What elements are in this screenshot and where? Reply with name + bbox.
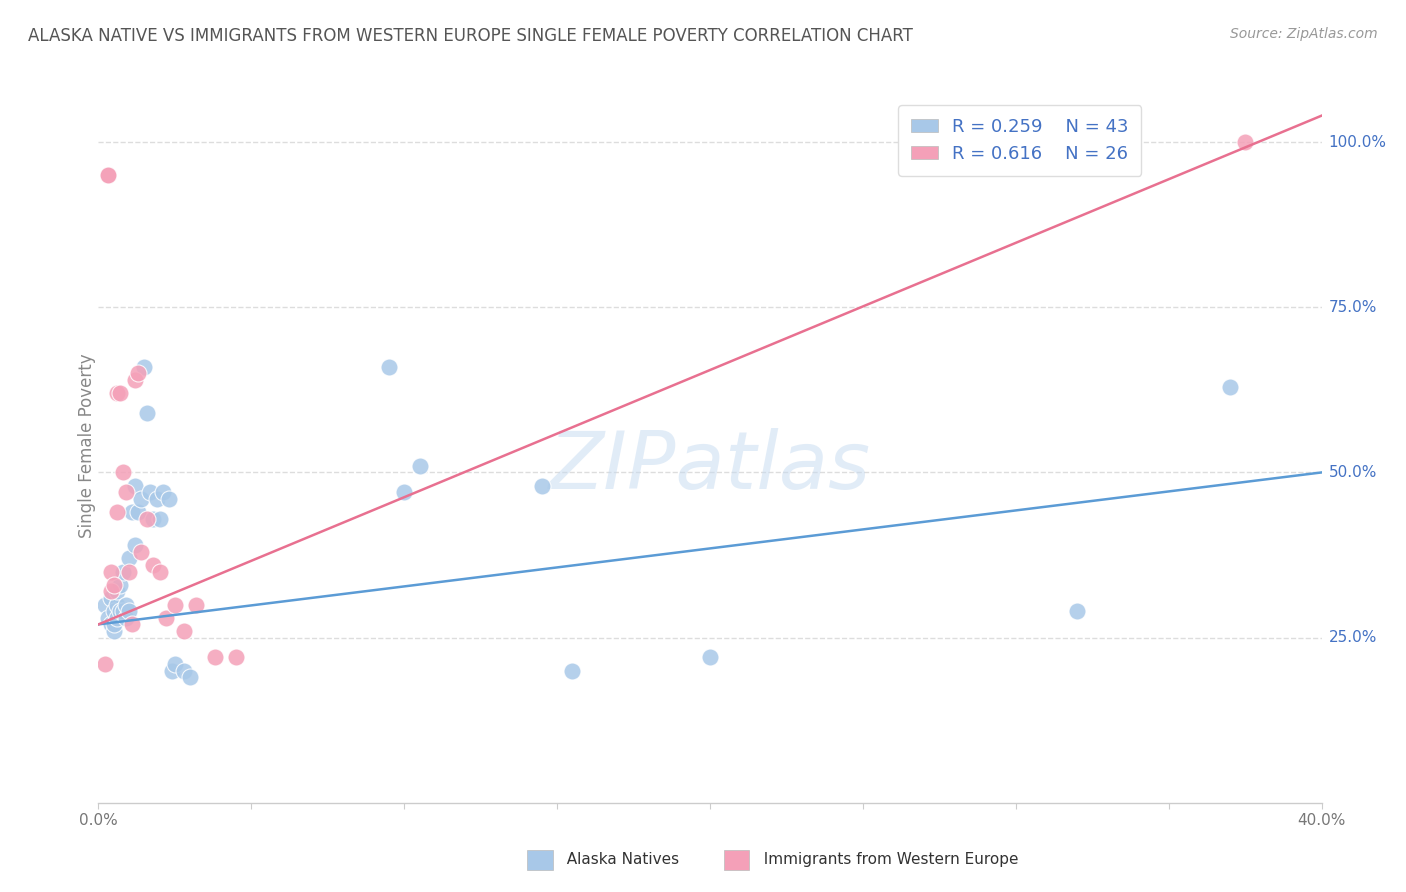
Point <box>173 624 195 638</box>
Point <box>127 505 149 519</box>
Point <box>97 168 120 182</box>
Point <box>1219 379 1241 393</box>
Point <box>136 511 159 525</box>
Point <box>163 598 186 612</box>
Text: Source: ZipAtlas.com: Source: ZipAtlas.com <box>1230 27 1378 41</box>
Point <box>408 458 430 473</box>
Point <box>378 359 401 374</box>
Text: Immigrants from Western Europe: Immigrants from Western Europe <box>754 853 1018 867</box>
Point <box>136 406 159 420</box>
Point <box>111 466 134 480</box>
Point <box>100 565 122 579</box>
Point <box>204 650 226 665</box>
Point <box>392 485 416 500</box>
Point <box>121 505 143 519</box>
Point <box>100 617 122 632</box>
Point <box>1234 135 1257 149</box>
Point <box>108 604 131 618</box>
Point <box>103 624 125 638</box>
Point <box>105 505 128 519</box>
Point <box>108 386 131 401</box>
Point <box>179 670 201 684</box>
Point <box>100 591 122 605</box>
Point <box>225 650 247 665</box>
Y-axis label: Single Female Poverty: Single Female Poverty <box>79 354 96 538</box>
Point <box>530 478 553 492</box>
Point <box>115 611 138 625</box>
Text: 50.0%: 50.0% <box>1329 465 1376 480</box>
Point <box>93 657 115 671</box>
Point <box>124 538 146 552</box>
Point <box>145 491 167 506</box>
Point <box>142 511 165 525</box>
Point <box>142 558 165 572</box>
Point <box>129 545 152 559</box>
Point <box>115 485 138 500</box>
Point <box>699 650 721 665</box>
Point <box>100 584 122 599</box>
Point <box>152 485 174 500</box>
Point <box>139 485 162 500</box>
Point <box>121 617 143 632</box>
Point <box>157 491 180 506</box>
Point <box>124 478 146 492</box>
Point <box>186 598 208 612</box>
Point <box>173 664 195 678</box>
Point <box>105 386 128 401</box>
Point <box>134 359 156 374</box>
Point <box>160 664 183 678</box>
Point <box>105 584 128 599</box>
Point <box>103 617 125 632</box>
Point <box>111 565 134 579</box>
Point <box>97 611 120 625</box>
Point <box>163 657 186 671</box>
Point <box>115 598 138 612</box>
Point <box>155 611 177 625</box>
Point <box>103 604 125 618</box>
Point <box>124 373 146 387</box>
Point <box>93 598 115 612</box>
Text: ZIPatlas: ZIPatlas <box>548 428 872 507</box>
Text: ALASKA NATIVE VS IMMIGRANTS FROM WESTERN EUROPE SINGLE FEMALE POVERTY CORRELATIO: ALASKA NATIVE VS IMMIGRANTS FROM WESTERN… <box>28 27 912 45</box>
Point <box>127 367 149 381</box>
Point <box>105 598 128 612</box>
Point <box>129 491 152 506</box>
Point <box>118 551 141 566</box>
Text: 75.0%: 75.0% <box>1329 300 1376 315</box>
Point <box>149 565 172 579</box>
Text: 25.0%: 25.0% <box>1329 630 1376 645</box>
Point <box>1066 604 1088 618</box>
Point <box>105 611 128 625</box>
Text: Alaska Natives: Alaska Natives <box>557 853 679 867</box>
Point <box>561 664 583 678</box>
Point <box>97 168 120 182</box>
Point <box>118 604 141 618</box>
Text: 100.0%: 100.0% <box>1329 135 1386 150</box>
Point <box>118 565 141 579</box>
Point <box>149 511 172 525</box>
Point <box>103 578 125 592</box>
Legend: R = 0.259    N = 43, R = 0.616    N = 26: R = 0.259 N = 43, R = 0.616 N = 26 <box>898 105 1142 176</box>
Point <box>111 604 134 618</box>
Point <box>108 578 131 592</box>
